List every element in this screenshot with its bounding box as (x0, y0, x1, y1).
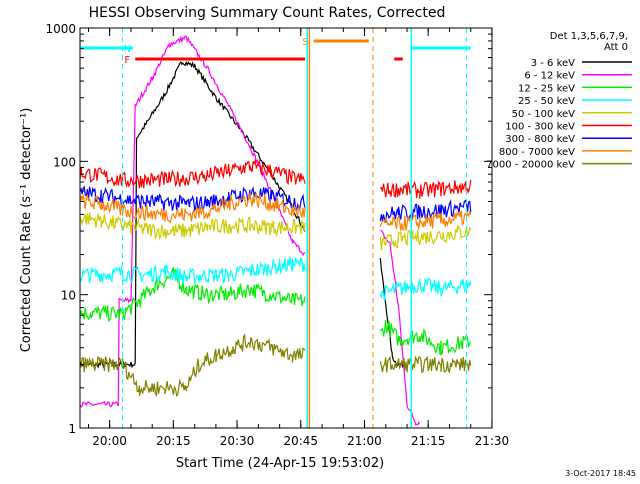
legend-header-line-2: Att 0 (604, 42, 628, 53)
x-axis-label: Start Time (24-Apr-15 19:53:02) (176, 456, 384, 471)
legend-header-line-1: Det 1,3,5,6,7,9, (550, 31, 628, 42)
x-tick-label-3: 20:45 (283, 434, 318, 448)
plot-area: NF S 1 10 100 1000 20:00 20:15 20:30 20:45 21:00 21… (45, 22, 509, 448)
x-tick-label-2: 20:30 (220, 434, 255, 448)
series-line-7 (79, 192, 472, 231)
series-line-1 (79, 35, 421, 426)
annotation-label-0: N (123, 44, 130, 55)
series-line-3 (79, 256, 472, 302)
series-line-4 (79, 212, 472, 251)
annotation-label-2: S (302, 37, 308, 48)
legend: Det 1,3,5,6,7,9, Att 0 3 - 6 keV 6 - 12 k… (486, 31, 632, 171)
x-tick-label-6: 21:30 (475, 434, 510, 448)
x-tick-label-1: 20:15 (156, 434, 191, 448)
legend-label-5: 100 - 300 keV (505, 122, 575, 133)
y-tick-label-3: 1000 (45, 22, 76, 36)
x-tick-label-4: 21:00 (347, 434, 382, 448)
plot-frame (79, 27, 493, 429)
legend-label-4: 50 - 100 keV (512, 109, 576, 120)
legend-label-3: 25 - 50 keV (518, 96, 575, 107)
y-tick-label-1: 10 (61, 289, 76, 303)
legend-label-2: 12 - 25 keV (518, 83, 575, 94)
legend-label-1: 6 - 12 keV (524, 71, 575, 82)
series-line-2 (79, 266, 472, 356)
legend-label-0: 3 - 6 keV (531, 58, 575, 69)
legend-label-8: 7000 - 20000 keV (486, 160, 575, 171)
annotation-label-1: F (124, 55, 130, 66)
series-line-8 (79, 333, 472, 397)
legend-label-7: 800 - 7000 keV (499, 147, 575, 158)
y-tick-label-0: 1 (68, 422, 76, 436)
y-axis-label: Corrected Count Rate (s⁻¹ detector⁻¹) (19, 108, 34, 353)
chart-title: HESSI Observing Summary Count Rates, Cor… (89, 5, 446, 21)
footer-timestamp: 3-Oct-2017 18:45 (565, 469, 636, 478)
legend-label-6: 300 - 800 keV (505, 134, 575, 145)
y-tick-label-2: 100 (53, 155, 76, 169)
x-tick-label-0: 20:00 (92, 434, 127, 448)
series-line-5 (79, 158, 472, 199)
x-tick-label-5: 21:15 (411, 434, 446, 448)
series-line-6 (79, 185, 472, 224)
